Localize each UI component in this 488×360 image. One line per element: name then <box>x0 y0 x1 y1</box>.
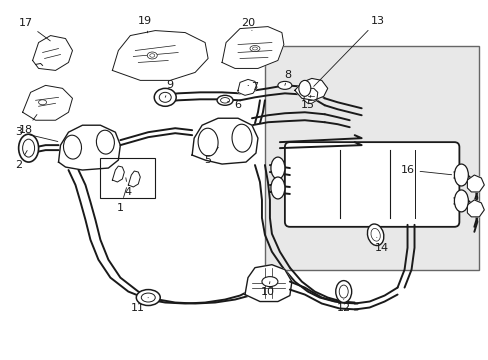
Ellipse shape <box>252 47 257 50</box>
Ellipse shape <box>63 135 81 159</box>
Ellipse shape <box>198 128 218 156</box>
Ellipse shape <box>147 52 157 59</box>
Text: 3: 3 <box>15 127 58 141</box>
Polygon shape <box>303 88 317 103</box>
Ellipse shape <box>159 92 171 102</box>
Ellipse shape <box>96 130 114 154</box>
Ellipse shape <box>453 190 468 212</box>
Polygon shape <box>192 118 258 164</box>
Ellipse shape <box>22 139 35 157</box>
Polygon shape <box>22 85 72 120</box>
Ellipse shape <box>262 276 277 287</box>
Ellipse shape <box>220 98 229 103</box>
Text: 10: 10 <box>261 282 274 297</box>
Ellipse shape <box>270 177 285 199</box>
Text: 1: 1 <box>117 188 126 213</box>
Text: 9: 9 <box>165 80 173 97</box>
Polygon shape <box>222 27 284 68</box>
Ellipse shape <box>154 88 176 106</box>
Ellipse shape <box>136 289 160 306</box>
Ellipse shape <box>370 229 380 241</box>
Text: 16: 16 <box>400 165 451 175</box>
Text: 5: 5 <box>204 147 218 165</box>
Text: 19: 19 <box>138 15 152 33</box>
Ellipse shape <box>39 100 46 105</box>
Ellipse shape <box>339 285 347 298</box>
Text: 7: 7 <box>247 82 258 93</box>
Polygon shape <box>112 166 124 182</box>
Polygon shape <box>128 171 140 187</box>
Ellipse shape <box>19 134 39 162</box>
Ellipse shape <box>231 124 251 152</box>
Ellipse shape <box>217 95 233 105</box>
Text: 11: 11 <box>131 298 148 312</box>
Ellipse shape <box>141 293 155 302</box>
Ellipse shape <box>453 164 468 186</box>
Polygon shape <box>33 36 72 71</box>
Polygon shape <box>467 200 483 217</box>
Text: 20: 20 <box>241 18 255 31</box>
Text: 15: 15 <box>300 95 314 110</box>
Polygon shape <box>238 80 256 95</box>
Polygon shape <box>59 125 120 170</box>
Text: 8: 8 <box>284 71 291 85</box>
Ellipse shape <box>249 45 260 51</box>
Text: 12: 12 <box>336 300 350 312</box>
Ellipse shape <box>366 224 383 246</box>
Ellipse shape <box>335 280 351 302</box>
Text: 13: 13 <box>313 15 384 86</box>
Ellipse shape <box>149 54 154 57</box>
Bar <box>100 158 155 198</box>
Ellipse shape <box>298 80 310 96</box>
Text: 18: 18 <box>19 114 37 135</box>
Text: 2: 2 <box>15 150 27 170</box>
Polygon shape <box>467 175 483 192</box>
Text: 6: 6 <box>227 100 241 110</box>
FancyBboxPatch shape <box>285 142 458 227</box>
Polygon shape <box>294 78 327 100</box>
Polygon shape <box>112 31 208 80</box>
Text: 17: 17 <box>19 18 50 41</box>
Text: 14: 14 <box>374 237 388 253</box>
Bar <box>264 45 478 270</box>
Polygon shape <box>244 265 291 302</box>
Ellipse shape <box>270 157 285 179</box>
Text: 4: 4 <box>124 178 132 197</box>
Ellipse shape <box>277 81 291 89</box>
